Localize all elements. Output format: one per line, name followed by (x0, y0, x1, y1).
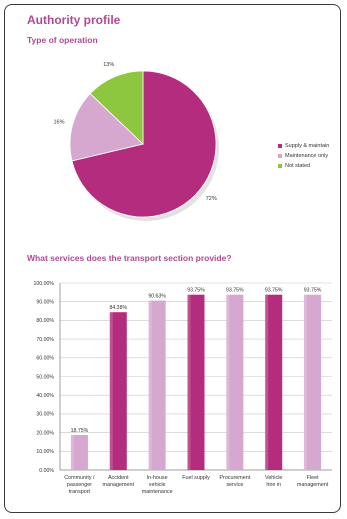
bar (109, 312, 127, 470)
x-tick-label: management (103, 482, 135, 488)
legend-item-supply: Supply & maintain (278, 141, 329, 151)
y-tick-label: 80.00% (36, 318, 54, 324)
x-tick-label: hire in (266, 482, 281, 488)
pie-value-label: 72% (206, 196, 217, 202)
x-tick-label: Fleet (307, 475, 319, 481)
x-tick-label: Fuel supply (182, 475, 210, 481)
bar-highlight (304, 294, 308, 470)
section-title-operation: Type of operation (27, 35, 98, 45)
pie-slice (69, 93, 144, 162)
bar-value-label: 93.75% (304, 288, 322, 294)
pie-value-label: 13% (103, 62, 114, 68)
bar (304, 294, 322, 470)
bar (70, 434, 88, 470)
y-tick-label: 30.00% (36, 412, 54, 418)
bar-highlight (109, 312, 113, 470)
pie-value-label: 16% (54, 119, 65, 125)
legend-swatch (278, 164, 282, 168)
y-tick-label: 10.00% (36, 449, 54, 455)
y-tick-label: 50.00% (36, 374, 54, 380)
x-tick-label: Procurement (219, 475, 250, 481)
bar (148, 300, 166, 470)
pie-legend: Supply & maintain Maintenance only Not s… (278, 141, 329, 171)
pie-slice (71, 70, 217, 218)
x-tick-label: passenger (67, 482, 92, 488)
x-tick-label: Community / (64, 475, 95, 481)
section-title-services: What services does the transport section… (27, 253, 232, 263)
x-tick-label: maintenance (142, 489, 173, 495)
y-tick-label: 20.00% (36, 430, 54, 436)
y-tick-label: 40.00% (36, 393, 54, 399)
legend-swatch (278, 154, 282, 158)
y-tick-label: 100.00% (34, 281, 55, 287)
x-tick-label: Accident (108, 475, 129, 481)
bar-highlight (265, 294, 269, 470)
x-tick-label: vehicle (149, 482, 166, 488)
bar-highlight (187, 294, 191, 470)
bar-value-label: 18.75% (71, 428, 89, 434)
legend-label: Not stated (285, 163, 311, 169)
y-tick-label: 70.00% (36, 337, 54, 343)
x-tick-label: service (226, 482, 243, 488)
legend-label: Maintenance only (285, 153, 329, 159)
legend-label: Supply & maintain (285, 143, 330, 149)
bar-highlight (70, 434, 74, 470)
legend-item-maintenance: Maintenance only (278, 151, 329, 161)
bar (265, 294, 283, 470)
x-tick-label: transport (69, 489, 91, 495)
bar-value-label: 93.75% (226, 288, 244, 294)
bar-value-label: 84.38% (109, 305, 127, 311)
y-tick-label: 0.00% (39, 468, 54, 474)
bar-value-label: 93.75% (265, 288, 283, 294)
bar-highlight (148, 300, 152, 470)
bar (187, 294, 205, 470)
pie-chart: 72% 16% 13% (54, 62, 219, 221)
bar-value-label: 90.63% (148, 294, 166, 300)
page-title: Authority profile (27, 13, 121, 27)
bar-highlight (226, 294, 230, 470)
legend-item-not-stated: Not stated (278, 161, 329, 171)
x-tick-label: management (297, 482, 329, 488)
x-tick-label: In-house (147, 475, 168, 481)
bar-value-label: 93.75% (187, 288, 205, 294)
y-tick-label: 90.00% (36, 300, 54, 306)
y-tick-label: 60.00% (36, 356, 54, 362)
legend-swatch (278, 144, 282, 148)
bar (226, 294, 244, 470)
x-tick-label: Vehicle (265, 475, 282, 481)
pie-slice (89, 70, 144, 145)
